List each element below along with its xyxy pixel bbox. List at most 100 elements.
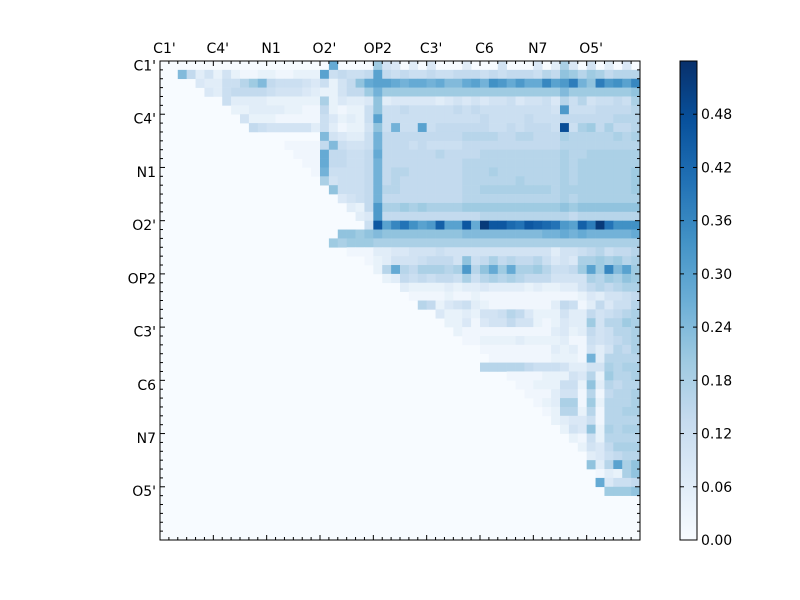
heatmap-cell: [560, 87, 570, 97]
heatmap-cell: [631, 344, 641, 355]
heatmap-cell: [586, 229, 596, 239]
heatmap-cell: [275, 123, 285, 133]
heatmap-cell: [604, 389, 614, 399]
heatmap-cell: [631, 300, 641, 310]
heatmap-cell: [568, 353, 579, 363]
heatmap-cell: [515, 265, 525, 275]
heatmap-cell: [497, 353, 507, 363]
heatmap-cell: [426, 158, 436, 168]
heatmap-cell: [622, 105, 632, 115]
heatmap-cell: [568, 291, 579, 301]
heatmap-cell: [631, 185, 641, 195]
heatmap-cell: [480, 202, 490, 213]
heatmap-cell: [346, 158, 356, 168]
heatmap-cell: [453, 309, 463, 319]
heatmap-cell: [577, 167, 587, 177]
heatmap-cell: [533, 158, 543, 168]
colorbar-tick-label: 0.24: [701, 320, 732, 336]
heatmap-cell: [595, 353, 605, 363]
heatmap-cell: [364, 202, 374, 213]
heatmap-cell: [568, 371, 579, 381]
heatmap-cell: [604, 149, 614, 159]
heatmap-cell: [471, 140, 481, 150]
heatmap-cell: [551, 114, 561, 124]
heatmap-cell: [622, 123, 632, 133]
heatmap-cell: [391, 185, 401, 195]
heatmap-cell: [320, 140, 330, 150]
heatmap-cell: [533, 194, 543, 204]
heatmap-cell: [613, 256, 623, 266]
heatmap-cell: [497, 247, 507, 257]
heatmap-cell: [568, 362, 579, 372]
heatmap-cell: [435, 69, 445, 80]
heatmap-cell: [355, 194, 365, 204]
heatmap-cell: [622, 486, 632, 496]
heatmap-cell: [542, 238, 552, 248]
heatmap-cell: [613, 398, 623, 408]
heatmap-cell: [551, 282, 561, 292]
heatmap-cell: [497, 291, 507, 301]
heatmap-cell: [408, 185, 419, 195]
heatmap-cell: [631, 451, 641, 461]
heatmap-cell: [560, 247, 570, 257]
heatmap-cell: [453, 256, 463, 266]
heatmap-cell: [453, 202, 463, 213]
heatmap-cell: [542, 353, 552, 363]
heatmap-cell: [488, 229, 499, 239]
heatmap-cell: [240, 114, 250, 124]
heatmap-cell: [488, 167, 499, 177]
heatmap-cell: [613, 362, 623, 372]
heatmap-cell: [391, 96, 401, 106]
heatmap-cell: [364, 149, 374, 159]
heatmap-cell: [266, 87, 276, 97]
heatmap-cell: [551, 256, 561, 266]
heatmap-cell: [426, 202, 436, 213]
heatmap-cell: [444, 123, 454, 133]
heatmap-cell: [622, 69, 632, 80]
heatmap-cell: [515, 309, 525, 319]
heatmap-cell: [586, 202, 596, 213]
heatmap-cell: [453, 211, 463, 221]
heatmap-cell: [622, 140, 632, 150]
heatmap-cell: [400, 87, 410, 97]
heatmap-cell: [560, 185, 570, 195]
heatmap-cell: [426, 131, 436, 142]
heatmap-cell: [497, 300, 507, 310]
x-tick-label: C4': [207, 41, 230, 57]
heatmap-cell: [382, 69, 392, 80]
heatmap-cell: [417, 291, 427, 301]
heatmap-cell: [586, 442, 596, 452]
heatmap-cell: [453, 282, 463, 292]
heatmap-cell: [613, 344, 623, 355]
colorbar-tick-label: 0.36: [701, 214, 732, 230]
heatmap-cell: [311, 167, 321, 177]
heatmap-cell: [515, 96, 525, 106]
heatmap-cell: [604, 415, 614, 425]
heatmap-cell: [453, 238, 463, 248]
heatmap-cell: [613, 78, 623, 88]
heatmap-cell: [622, 167, 632, 177]
heatmap-cell: [515, 140, 525, 150]
heatmap-cell: [524, 371, 534, 381]
heatmap-cell: [515, 291, 525, 301]
heatmap-cell: [595, 273, 605, 284]
heatmap-cell: [560, 167, 570, 177]
heatmap-cell: [435, 105, 445, 115]
heatmap-cell: [373, 149, 383, 159]
heatmap-cell: [462, 158, 472, 168]
heatmap-cell: [506, 167, 516, 177]
heatmap-cell: [631, 247, 641, 257]
heatmap-cell: [622, 309, 632, 319]
heatmap-cell: [604, 176, 614, 186]
heatmap-cell: [542, 291, 552, 301]
heatmap-cell: [426, 194, 436, 204]
heatmap-cell: [240, 69, 250, 80]
heatmap-cell: [533, 353, 543, 363]
heatmap-cell: [586, 238, 596, 248]
heatmap-cell: [524, 149, 534, 159]
heatmap-cell: [604, 256, 614, 266]
colorbar-tick-label: 0.30: [701, 267, 732, 283]
heatmap-cell: [586, 389, 596, 399]
colorbar-tick-label: 0.12: [701, 427, 732, 443]
heatmap-cell: [631, 114, 641, 124]
